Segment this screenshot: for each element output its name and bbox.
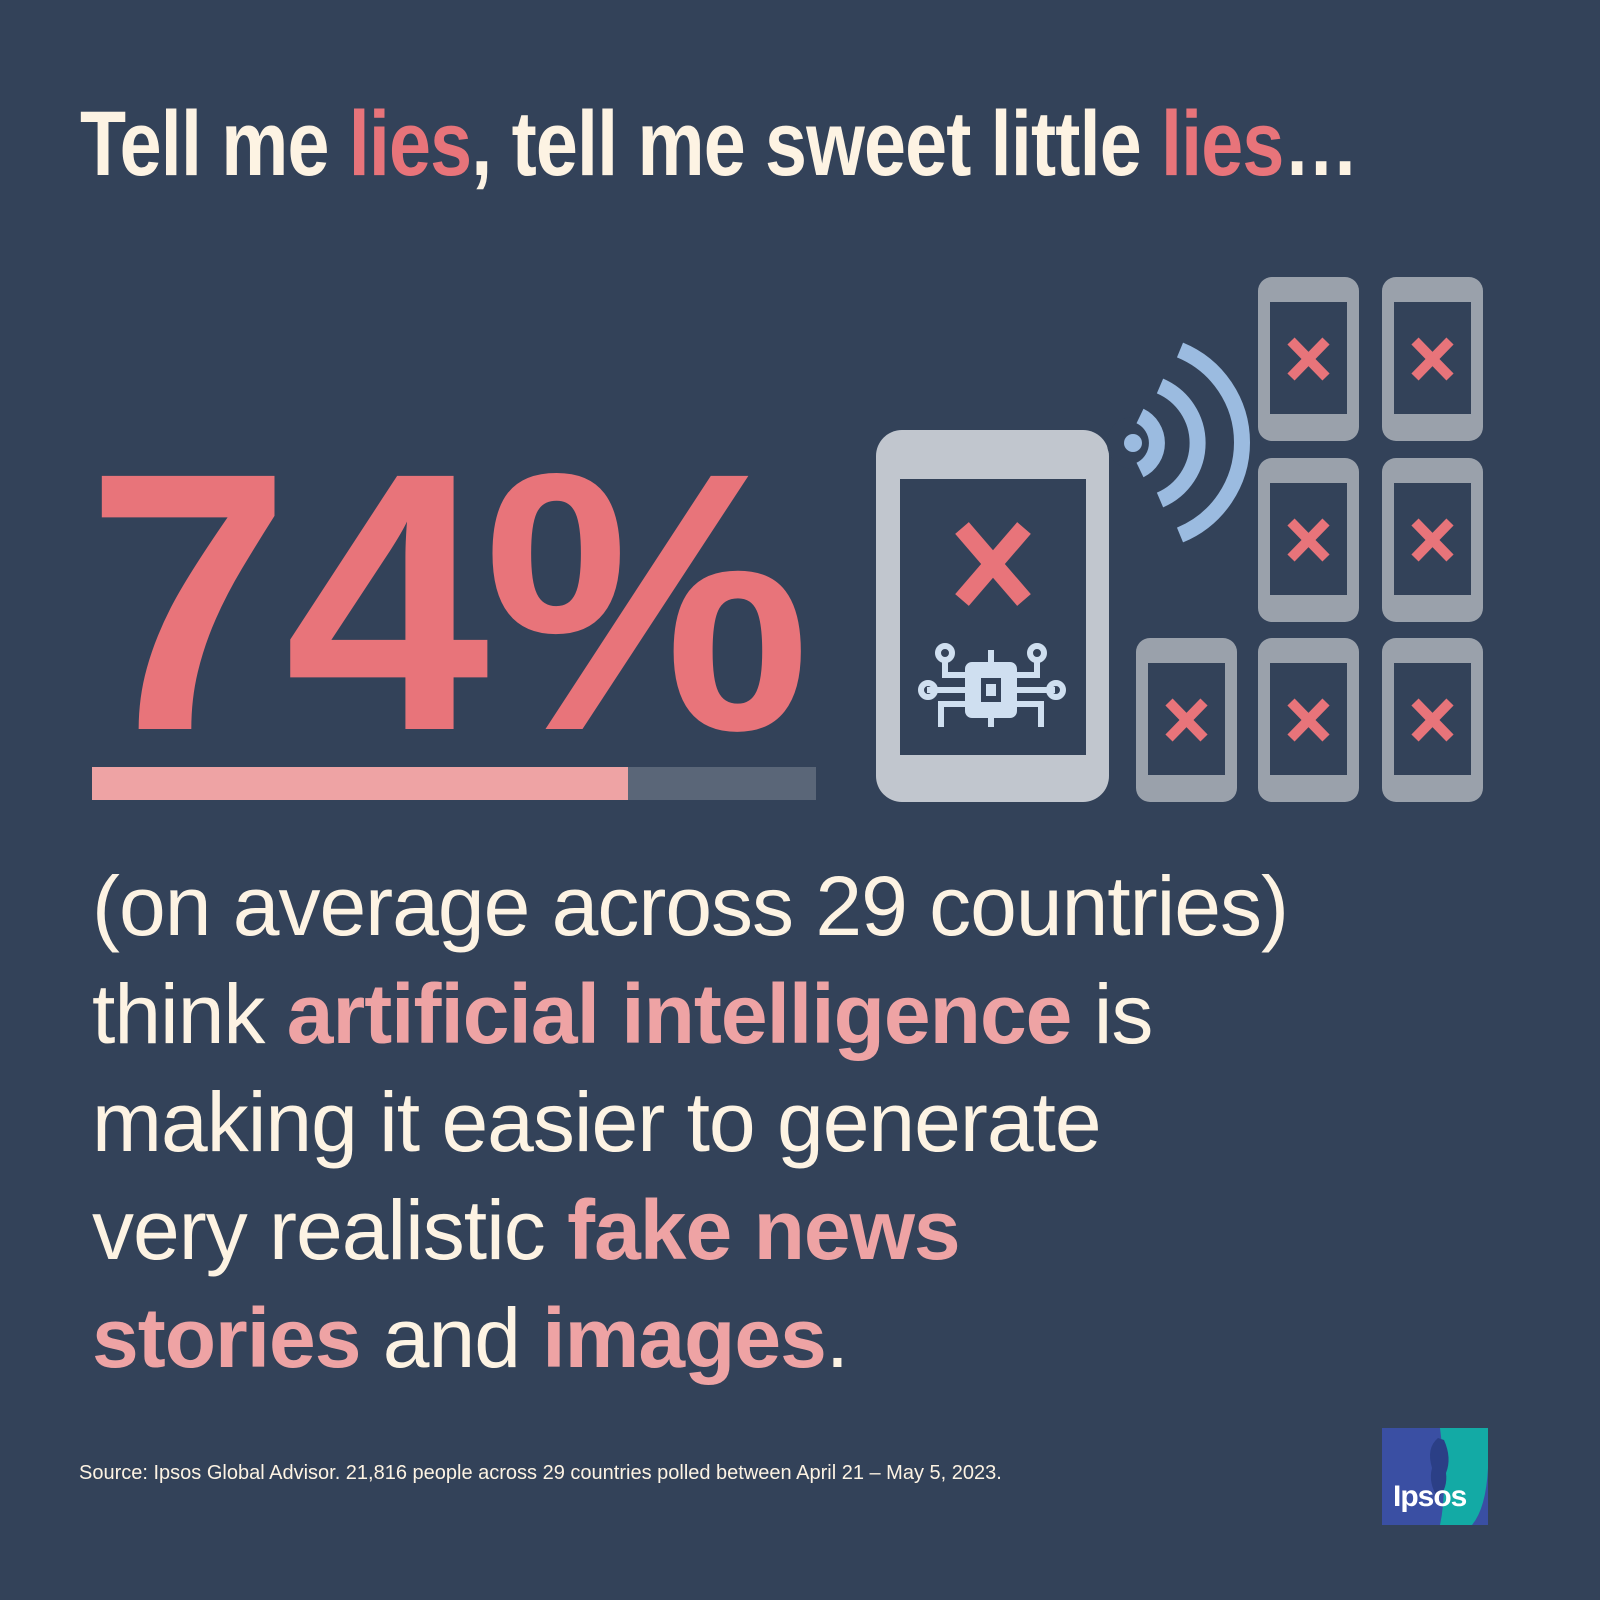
description-line: stories and images. bbox=[92, 1284, 1412, 1392]
smartphone-ai-chip-icon bbox=[876, 417, 1159, 802]
description-line: very realistic fake news bbox=[92, 1176, 1412, 1284]
description-line: (on average across 29 countries) bbox=[92, 859, 1289, 953]
wifi-signal-icon bbox=[1124, 342, 1250, 543]
stat-progress-bar bbox=[92, 767, 816, 800]
stat-progress-fill bbox=[92, 767, 628, 800]
fake-device-x-icon bbox=[1382, 638, 1483, 802]
description: (on average across 29 countries) think a… bbox=[92, 852, 1412, 1392]
fake-device-x-icon bbox=[1258, 638, 1359, 802]
headline-ellipsis: … bbox=[1283, 93, 1359, 195]
headline-highlight: lies bbox=[348, 93, 472, 195]
highlight-ai: artificial intelligence bbox=[286, 967, 1073, 1061]
ipsos-logo-text: Ipsos bbox=[1393, 1480, 1467, 1513]
text: is bbox=[1071, 967, 1154, 1061]
highlight-stories: stories bbox=[92, 1291, 361, 1385]
headline: Tell me lies, tell me sweet little lies… bbox=[80, 92, 1359, 197]
highlight-images: images bbox=[542, 1291, 826, 1385]
ai-chip-icon bbox=[918, 643, 1066, 727]
text: and bbox=[360, 1291, 543, 1385]
source-note: Source: Ipsos Global Advisor. 21,816 peo… bbox=[79, 1462, 1002, 1484]
headline-text: Tell me bbox=[80, 93, 349, 195]
headline-highlight: lies bbox=[1160, 93, 1284, 195]
fake-device-x-icon bbox=[1136, 638, 1237, 802]
text: very realistic bbox=[92, 1183, 568, 1277]
text: . bbox=[825, 1291, 849, 1385]
fake-device-x-icon bbox=[1258, 277, 1359, 441]
fake-device-x-icon bbox=[1258, 458, 1359, 622]
description-line: making it easier to generate bbox=[92, 1075, 1102, 1169]
fake-device-x-icon bbox=[1382, 277, 1483, 441]
ipsos-logo bbox=[1382, 1428, 1488, 1525]
fake-device-x-icon bbox=[1382, 458, 1483, 622]
text: think bbox=[92, 967, 287, 1061]
headline-text: , tell me sweet little bbox=[471, 93, 1161, 195]
description-line: think artificial intelligence is bbox=[92, 960, 1412, 1068]
x-icon bbox=[955, 522, 1031, 606]
stat-percentage: 74% bbox=[86, 396, 811, 807]
highlight-fake-news: fake news bbox=[567, 1183, 961, 1277]
